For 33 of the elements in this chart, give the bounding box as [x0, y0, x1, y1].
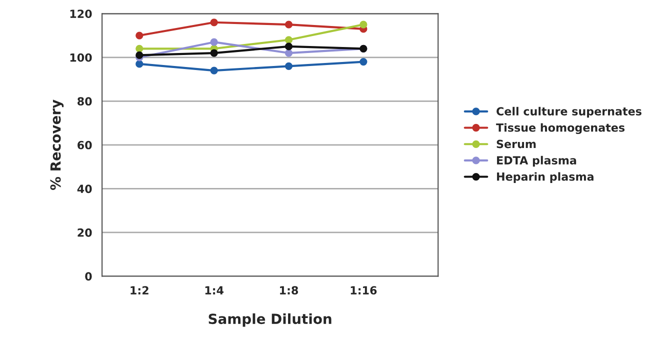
- y-tick-label: 120: [70, 10, 92, 18]
- point: [284, 20, 293, 28]
- point: [360, 58, 368, 66]
- y-axis-title: % Recovery: [50, 100, 64, 190]
- point: [210, 18, 218, 26]
- point: [210, 38, 218, 46]
- point: [136, 32, 144, 40]
- y-tick-label: 0: [85, 272, 92, 281]
- point: [284, 42, 293, 50]
- x-tick-label: 1:16: [350, 286, 377, 295]
- y-tick-label: 80: [78, 97, 92, 106]
- point: [284, 36, 293, 44]
- point: [360, 20, 368, 28]
- x-tick-label: 1:8: [280, 286, 298, 295]
- point: [284, 62, 293, 70]
- y-tick-label: 40: [77, 184, 92, 194]
- point: [136, 44, 144, 52]
- legend-label: Serum: [496, 140, 536, 148]
- point: [136, 51, 144, 60]
- point: [210, 49, 218, 57]
- y-tick-label: 100: [70, 53, 92, 62]
- y-tick-label: 60: [78, 140, 92, 150]
- y-tick-label: 20: [78, 228, 92, 237]
- point: [136, 60, 144, 68]
- point: [210, 66, 218, 74]
- legend-label: Cell culture supernates: [496, 106, 642, 118]
- x-tick-label: 1:4: [205, 286, 224, 294]
- legend-label: Heparin plasma: [497, 172, 594, 183]
- x-tick-label: 1:2: [130, 286, 148, 294]
- x-axis-title: Sample Dilution: [208, 313, 332, 327]
- legend-label: EDTA plasma: [497, 156, 576, 167]
- legend-label: Tissue homogenates: [496, 123, 625, 134]
- point: [284, 49, 293, 57]
